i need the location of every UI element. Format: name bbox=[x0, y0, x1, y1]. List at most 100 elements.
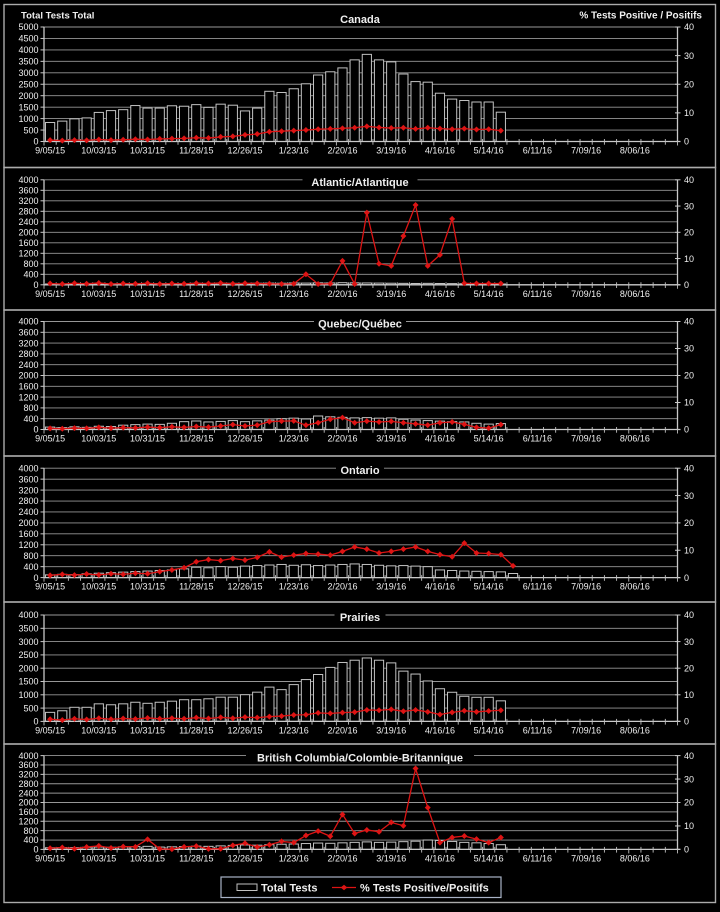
svg-text:10/03/15: 10/03/15 bbox=[81, 582, 116, 592]
svg-text:4/16/16: 4/16/16 bbox=[425, 146, 455, 156]
svg-text:8/06/16: 8/06/16 bbox=[620, 146, 650, 156]
svg-text:3/19/16: 3/19/16 bbox=[376, 289, 406, 299]
svg-text:500: 500 bbox=[23, 703, 38, 713]
svg-text:10: 10 bbox=[684, 398, 694, 408]
svg-text:12/26/15: 12/26/15 bbox=[227, 725, 262, 735]
svg-text:2500: 2500 bbox=[18, 79, 38, 89]
svg-text:800: 800 bbox=[23, 826, 38, 836]
svg-text:2400: 2400 bbox=[18, 217, 38, 227]
svg-text:11/28/15: 11/28/15 bbox=[179, 146, 213, 156]
svg-text:7/09/16: 7/09/16 bbox=[571, 582, 601, 592]
svg-text:6/11/16: 6/11/16 bbox=[523, 853, 552, 863]
svg-text:20: 20 bbox=[684, 798, 694, 808]
svg-text:0: 0 bbox=[684, 137, 689, 147]
svg-text:40: 40 bbox=[684, 22, 694, 32]
svg-text:0: 0 bbox=[684, 280, 689, 290]
svg-text:3000: 3000 bbox=[18, 637, 38, 647]
svg-text:30: 30 bbox=[684, 774, 694, 784]
svg-text:40: 40 bbox=[684, 751, 694, 761]
svg-text:10/31/15: 10/31/15 bbox=[130, 146, 165, 156]
svg-text:10: 10 bbox=[684, 108, 694, 118]
svg-text:10: 10 bbox=[684, 254, 694, 264]
svg-text:6/11/16: 6/11/16 bbox=[523, 289, 552, 299]
svg-text:11/28/15: 11/28/15 bbox=[179, 853, 213, 863]
svg-text:4000: 4000 bbox=[18, 463, 38, 473]
svg-text:Atlantic/Atlantique: Atlantic/Atlantique bbox=[311, 177, 408, 189]
svg-text:500: 500 bbox=[23, 125, 38, 135]
svg-text:2/20/16: 2/20/16 bbox=[327, 146, 357, 156]
svg-text:Quebec/Québec: Quebec/Québec bbox=[318, 319, 402, 331]
svg-text:6/11/16: 6/11/16 bbox=[523, 434, 552, 444]
svg-text:11/28/15: 11/28/15 bbox=[179, 582, 213, 592]
svg-text:2500: 2500 bbox=[18, 650, 38, 660]
svg-text:5/14/16: 5/14/16 bbox=[474, 725, 504, 735]
svg-text:% Tests Positive/Positifs: % Tests Positive/Positifs bbox=[360, 883, 489, 895]
svg-text:1600: 1600 bbox=[18, 382, 38, 392]
svg-text:4000: 4000 bbox=[18, 45, 38, 55]
svg-text:11/28/15: 11/28/15 bbox=[179, 725, 213, 735]
svg-text:12/26/15: 12/26/15 bbox=[227, 853, 262, 863]
svg-text:30: 30 bbox=[684, 201, 694, 211]
svg-text:4/16/16: 4/16/16 bbox=[425, 289, 455, 299]
svg-text:20: 20 bbox=[684, 79, 694, 89]
svg-text:8/06/16: 8/06/16 bbox=[620, 853, 650, 863]
svg-text:2000: 2000 bbox=[18, 228, 38, 238]
svg-text:2000: 2000 bbox=[18, 518, 38, 528]
svg-text:400: 400 bbox=[23, 562, 38, 572]
svg-text:20: 20 bbox=[684, 518, 694, 528]
svg-text:8/06/16: 8/06/16 bbox=[620, 582, 650, 592]
svg-text:400: 400 bbox=[23, 270, 38, 280]
svg-text:5000: 5000 bbox=[18, 22, 38, 32]
svg-text:40: 40 bbox=[684, 317, 694, 327]
svg-text:7/09/16: 7/09/16 bbox=[571, 146, 601, 156]
svg-text:3600: 3600 bbox=[18, 328, 38, 338]
svg-text:8/06/16: 8/06/16 bbox=[620, 289, 650, 299]
svg-text:4000: 4000 bbox=[18, 610, 38, 620]
svg-text:3/19/16: 3/19/16 bbox=[376, 434, 406, 444]
svg-text:8/06/16: 8/06/16 bbox=[620, 434, 650, 444]
svg-text:3200: 3200 bbox=[18, 196, 38, 206]
svg-text:1200: 1200 bbox=[18, 816, 38, 826]
svg-text:1600: 1600 bbox=[18, 807, 38, 817]
svg-text:5/14/16: 5/14/16 bbox=[474, 582, 504, 592]
svg-text:2/20/16: 2/20/16 bbox=[327, 725, 357, 735]
svg-text:3600: 3600 bbox=[18, 186, 38, 196]
svg-text:1000: 1000 bbox=[18, 690, 38, 700]
svg-text:0: 0 bbox=[684, 425, 689, 435]
svg-text:12/26/15: 12/26/15 bbox=[227, 582, 262, 592]
svg-text:4000: 4000 bbox=[18, 751, 38, 761]
svg-text:20: 20 bbox=[684, 228, 694, 238]
svg-text:11/28/15: 11/28/15 bbox=[179, 289, 213, 299]
svg-text:9/05/15: 9/05/15 bbox=[35, 146, 65, 156]
svg-text:3/19/16: 3/19/16 bbox=[376, 146, 406, 156]
svg-text:5/14/16: 5/14/16 bbox=[474, 146, 504, 156]
svg-text:4500: 4500 bbox=[18, 34, 38, 44]
svg-text:2000: 2000 bbox=[18, 663, 38, 673]
svg-text:9/05/15: 9/05/15 bbox=[35, 853, 65, 863]
svg-text:0: 0 bbox=[684, 845, 689, 855]
svg-text:1200: 1200 bbox=[18, 540, 38, 550]
svg-text:British Columbia/Colombie-Brit: British Columbia/Colombie-Britannique bbox=[257, 753, 463, 765]
svg-text:10/31/15: 10/31/15 bbox=[130, 434, 165, 444]
svg-text:30: 30 bbox=[684, 51, 694, 61]
svg-text:10: 10 bbox=[684, 545, 694, 555]
svg-text:20: 20 bbox=[684, 371, 694, 381]
svg-text:3200: 3200 bbox=[18, 770, 38, 780]
svg-text:0: 0 bbox=[33, 845, 38, 855]
svg-text:7/09/16: 7/09/16 bbox=[571, 434, 601, 444]
svg-text:40: 40 bbox=[684, 175, 694, 185]
svg-text:2800: 2800 bbox=[18, 349, 38, 359]
svg-text:10/03/15: 10/03/15 bbox=[81, 434, 116, 444]
svg-text:0: 0 bbox=[33, 573, 38, 583]
svg-text:10/31/15: 10/31/15 bbox=[130, 289, 165, 299]
svg-text:1/23/16: 1/23/16 bbox=[279, 725, 309, 735]
svg-text:6/11/16: 6/11/16 bbox=[523, 725, 552, 735]
svg-text:9/05/15: 9/05/15 bbox=[35, 725, 65, 735]
svg-text:800: 800 bbox=[23, 403, 38, 413]
svg-text:2000: 2000 bbox=[18, 91, 38, 101]
svg-text:2400: 2400 bbox=[18, 360, 38, 370]
svg-text:12/26/15: 12/26/15 bbox=[227, 434, 262, 444]
svg-text:7/09/16: 7/09/16 bbox=[571, 853, 601, 863]
svg-text:12/26/15: 12/26/15 bbox=[227, 146, 262, 156]
svg-text:1500: 1500 bbox=[18, 102, 38, 112]
